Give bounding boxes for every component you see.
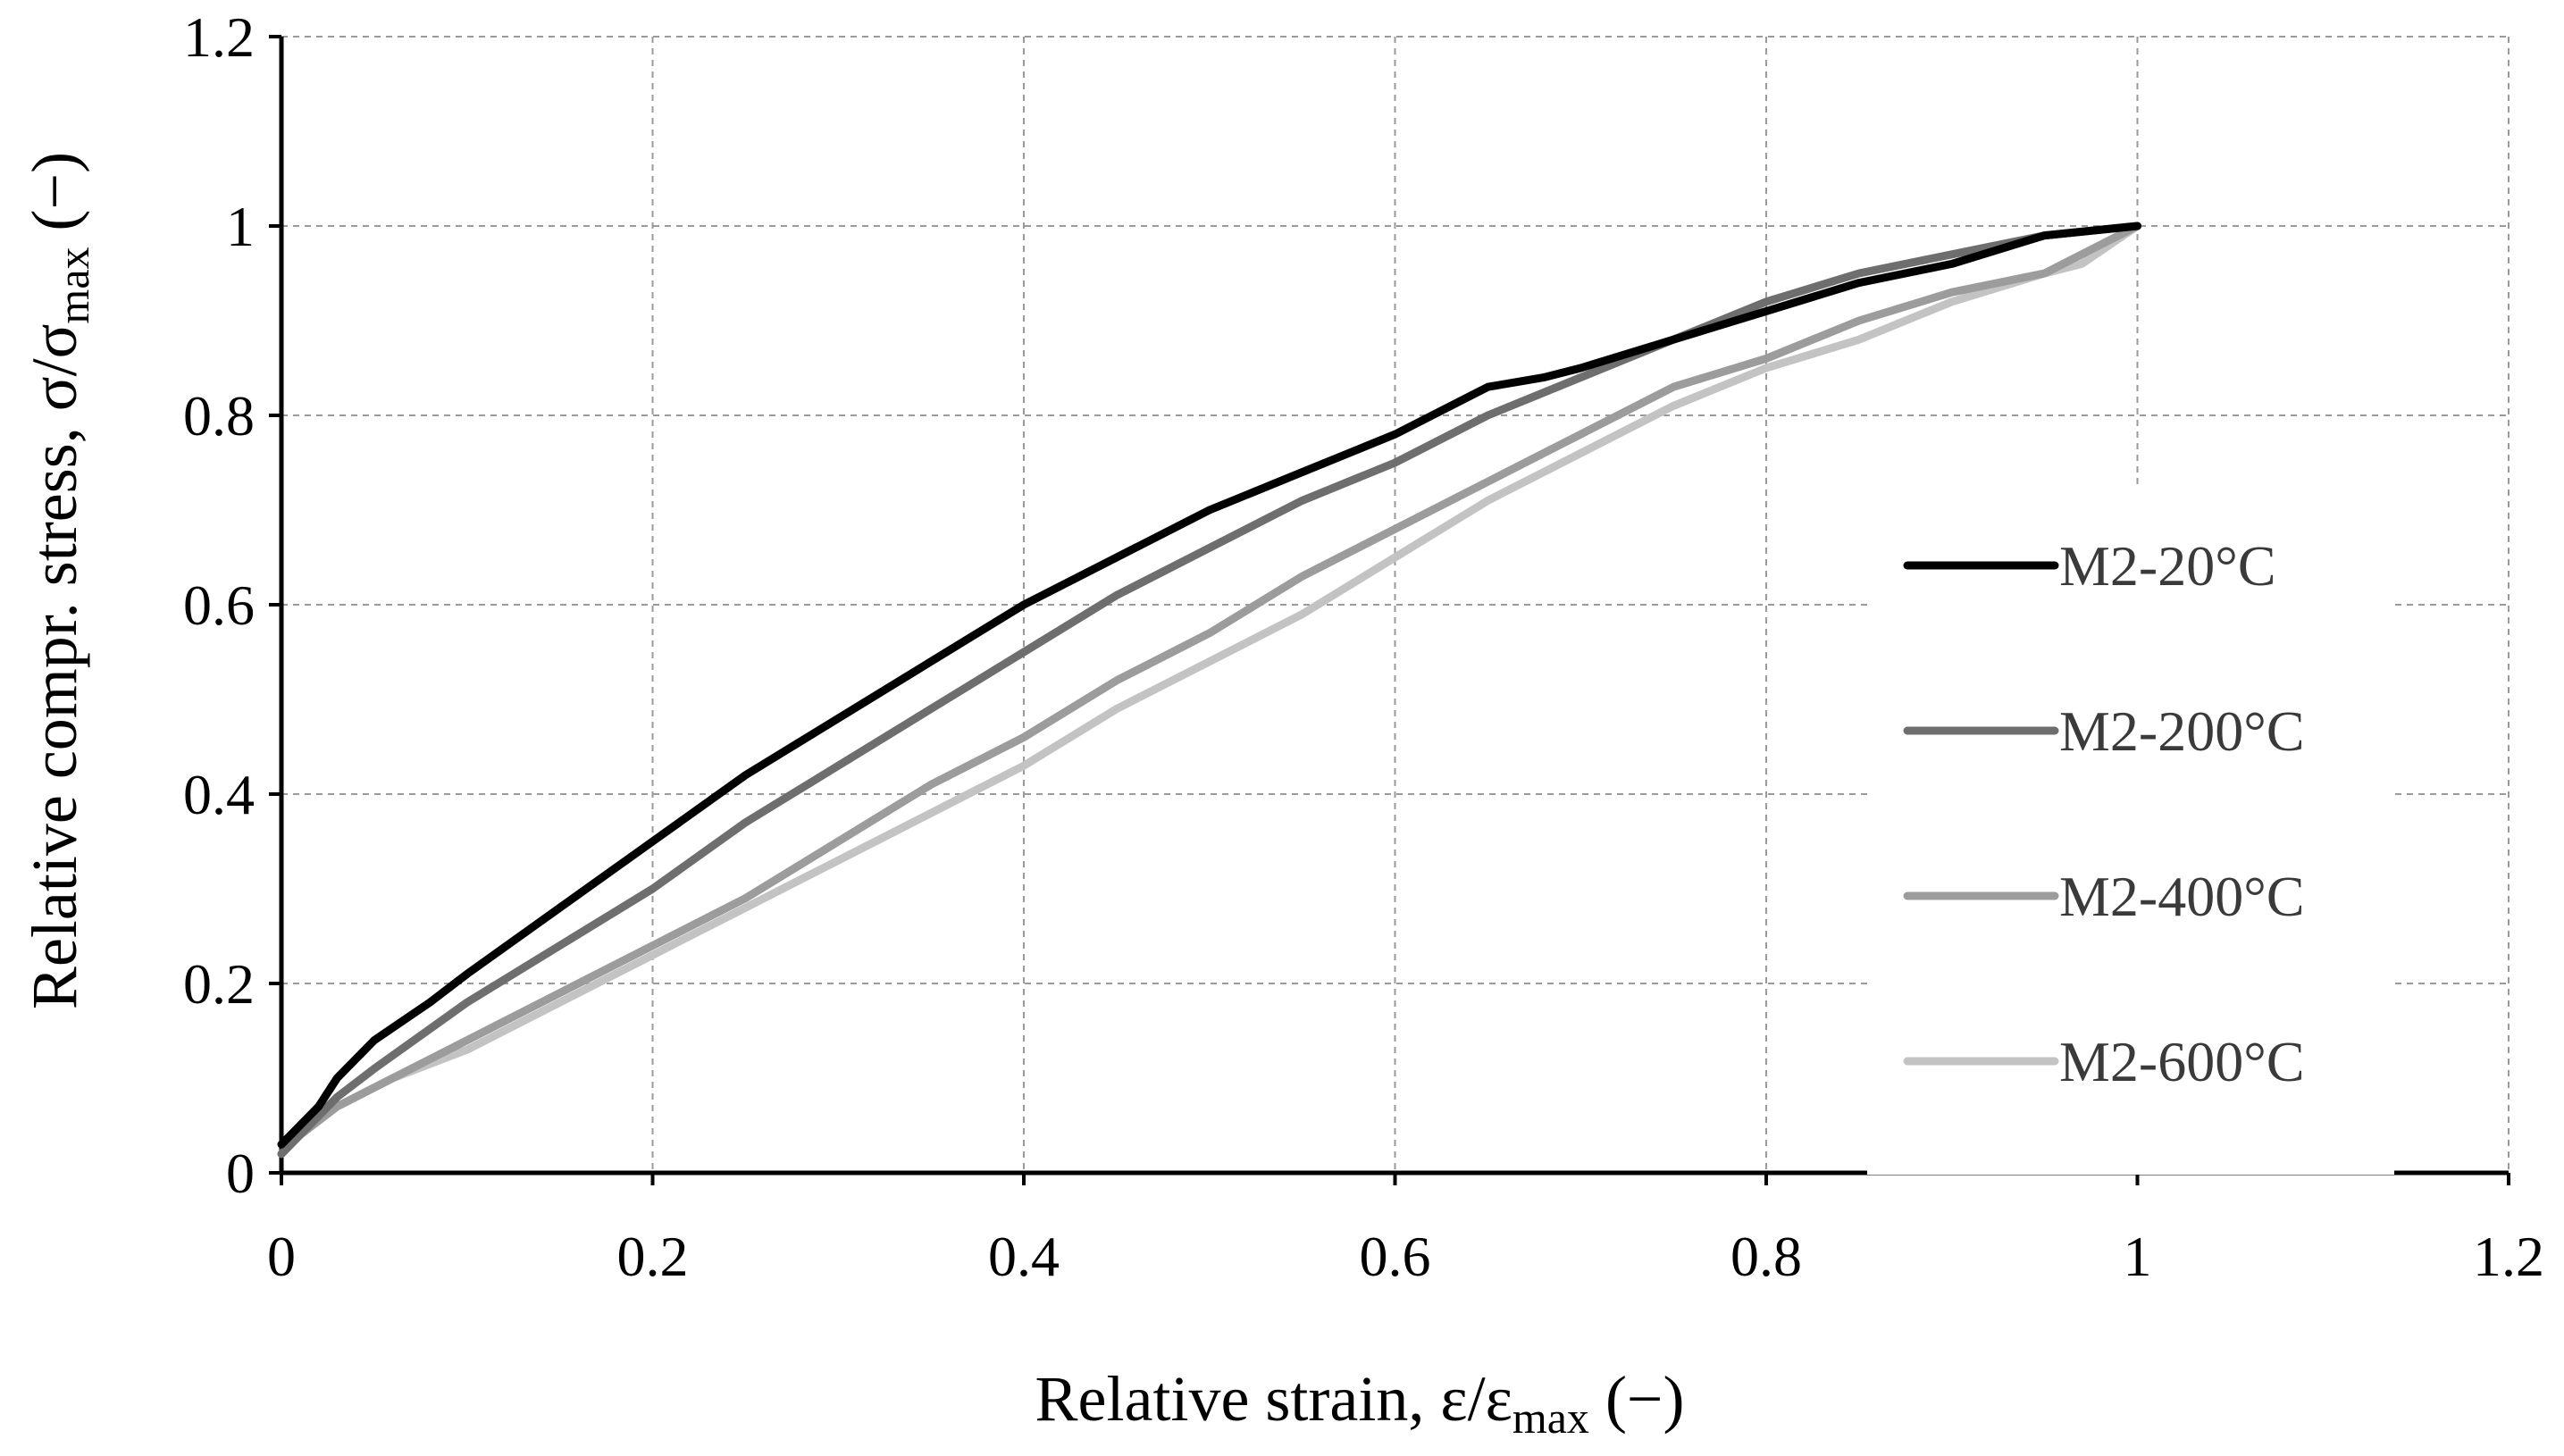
x-tick-label: 1.2 xyxy=(2473,1225,2544,1288)
legend-label: M2-200°C xyxy=(2059,699,2305,763)
y-tick-label: 0.2 xyxy=(183,952,255,1016)
x-tick-label: 1 xyxy=(2124,1225,2152,1288)
y-tick-label: 1 xyxy=(226,195,255,258)
y-tick-label: 0.4 xyxy=(183,763,255,826)
legend-label: M2-400°C xyxy=(2059,865,2305,928)
y-tick-label: 0 xyxy=(226,1142,255,1205)
y-tick-label: 0.6 xyxy=(183,573,255,637)
legend-label: M2-600°C xyxy=(2059,1030,2305,1093)
x-tick-label: 0.2 xyxy=(617,1225,689,1288)
series-line-M2-600°C xyxy=(277,222,2141,1159)
x-tick-label: 0.6 xyxy=(1360,1225,1431,1288)
legend-label: M2-20°C xyxy=(2059,534,2276,598)
y-axis-title: Relative compr. stress, σ/σmax (−) xyxy=(19,152,98,1009)
series-group xyxy=(277,222,2141,1159)
y-tick-label: 1.2 xyxy=(183,5,255,69)
x-axis-title: Relative strain, ε/εmax (−) xyxy=(1035,1363,1685,1443)
series-line-M2-200°C xyxy=(277,222,2141,1159)
x-tick-label: 0.8 xyxy=(1730,1225,1802,1288)
x-tick-label: 0.4 xyxy=(988,1225,1060,1288)
x-tick-label: 0 xyxy=(267,1225,296,1288)
series-line-M2-20°C xyxy=(277,222,2141,1149)
y-tick-label: 0.8 xyxy=(183,384,255,448)
ticks: 0 0.2 0.4 0.6 0.8 1 1.2 0 0.2 0.4 0.6 0.8 1 1.2 xyxy=(183,5,2544,1288)
series-line-M2-400°C xyxy=(277,222,2141,1159)
legend: M2-20°C M2-200°C M2-400°C M2-600°C xyxy=(1903,534,2305,1093)
